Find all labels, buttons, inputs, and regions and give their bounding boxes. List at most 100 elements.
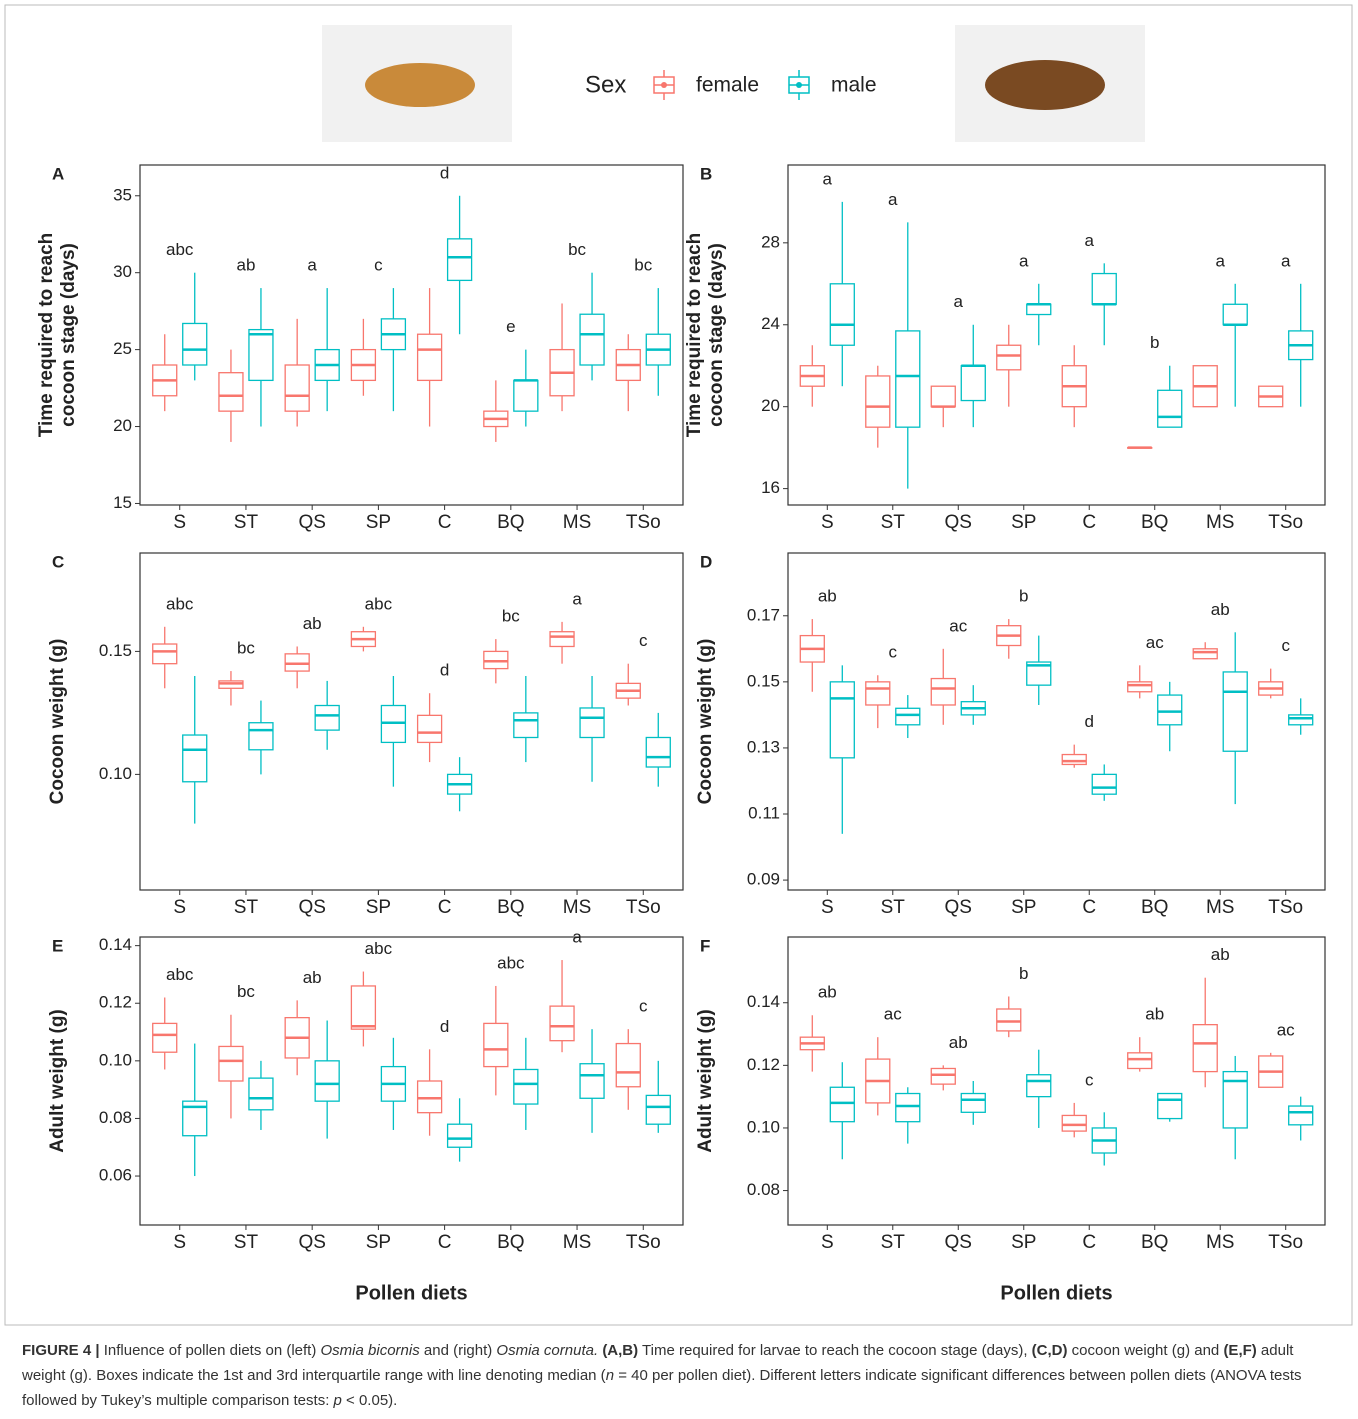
x-tick-label: C [1082,512,1096,533]
caption-run: Osmia cornuta. [496,1342,599,1359]
y-tick-label: 0.17 [747,605,780,624]
box [865,375,891,428]
x-tick-label: SP [366,512,391,533]
y-axis-title: Cocoon weight (g) [47,639,68,805]
y-tick-label: 20 [761,396,780,415]
significance-letter: ab [818,587,837,606]
significance-letter: c [889,643,898,662]
x-tick-label: BQ [1141,897,1168,918]
caption-run: p [333,1392,342,1409]
y-tick-label: 16 [761,478,780,497]
box [829,1086,855,1123]
caption-run: FIGURE 4 | [22,1342,100,1359]
significance-letter: d [440,661,449,680]
significance-letter: c [1085,1070,1094,1089]
caption-run: n [605,1367,615,1384]
box [248,722,274,751]
box [416,714,443,744]
x-tick-label: C [438,897,452,918]
significance-letter: abc [365,939,393,958]
plot-frame [139,164,684,506]
significance-letter: ac [1277,1020,1295,1039]
y-tick-label: 0.13 [747,737,780,756]
x-tick-label: TSo [626,512,661,533]
significance-letter: bc [634,256,652,275]
box [483,1022,509,1068]
caption-run: (C,D) [1031,1342,1068,1359]
x-tick-label: C [1082,1232,1096,1253]
y-axis-title: Adult weight (g) [47,1009,68,1153]
box [1288,714,1314,726]
box [182,734,208,783]
x-tick-label: ST [881,897,906,918]
y-tick-label: 0.15 [99,641,132,660]
legend-key [796,82,802,88]
box [930,385,956,408]
caption-run: < 0.05). [341,1392,398,1409]
significance-letter: ab [303,968,322,987]
significance-letter: c [1281,636,1290,655]
box [350,985,377,1030]
x-tick-label: SP [366,897,391,918]
x-tick-label: MS [1206,897,1235,918]
y-tick-label: 24 [761,314,780,333]
x-tick-label: TSo [1268,1232,1303,1253]
box [645,1094,671,1125]
x-tick-label: TSo [626,1232,661,1253]
caption-run: cocoon weight (g) and [1067,1342,1224,1359]
box [446,238,473,282]
x-tick-label: ST [234,1232,259,1253]
y-tick-label: 25 [113,339,132,358]
x-axis-title: Pollen diets [1000,1282,1112,1304]
significance-letter: ab [949,1033,968,1052]
y-tick-label: 28 [761,232,780,251]
box [645,736,671,768]
x-tick-label: QS [298,512,325,533]
box [1157,694,1183,726]
x-tick-label: TSo [1268,897,1303,918]
box [960,365,986,402]
box [1127,1052,1153,1070]
box [218,1045,244,1082]
x-tick-label: S [821,512,834,533]
box [996,344,1022,371]
caption-run: Influence of pollen diets on (left) [99,1342,321,1359]
x-axis-title: Pollen diets [355,1282,467,1304]
x-tick-label: S [821,1232,834,1253]
box [248,1077,274,1111]
box [615,1042,641,1088]
box [579,1063,605,1099]
box [865,681,891,706]
significance-letter: d [1085,712,1094,731]
x-tick-label: SP [1011,512,1036,533]
significance-letter: ab [1211,600,1230,619]
box [829,283,855,346]
box [1222,303,1248,326]
significance-letter: a [1215,251,1225,270]
box [1026,661,1052,686]
x-tick-label: BQ [497,1232,524,1253]
significance-letter: abc [497,953,525,972]
box [1157,1092,1183,1120]
box [1127,681,1153,693]
x-tick-label: S [173,1232,186,1253]
significance-letter: c [639,997,648,1016]
x-tick-label: BQ [1141,1232,1168,1253]
significance-letter: ac [884,1005,902,1024]
x-tick-label: QS [945,1232,972,1253]
box [314,1060,340,1102]
x-tick-label: ST [881,512,906,533]
x-tick-label: MS [563,512,592,533]
y-axis-title: Time required to reach [36,233,57,438]
box [895,1092,921,1123]
x-tick-label: BQ [497,512,524,533]
y-axis-title: cocoon stage (days) [58,243,79,427]
y-tick-label: 0.11 [748,803,780,822]
box [930,677,956,706]
y-tick-label: 0.10 [747,1117,780,1136]
bee-body [365,63,475,107]
y-tick-label: 0.14 [747,992,780,1011]
significance-letter: d [440,1017,449,1036]
y-tick-label: 30 [113,262,132,281]
plot-frame [787,552,1326,891]
